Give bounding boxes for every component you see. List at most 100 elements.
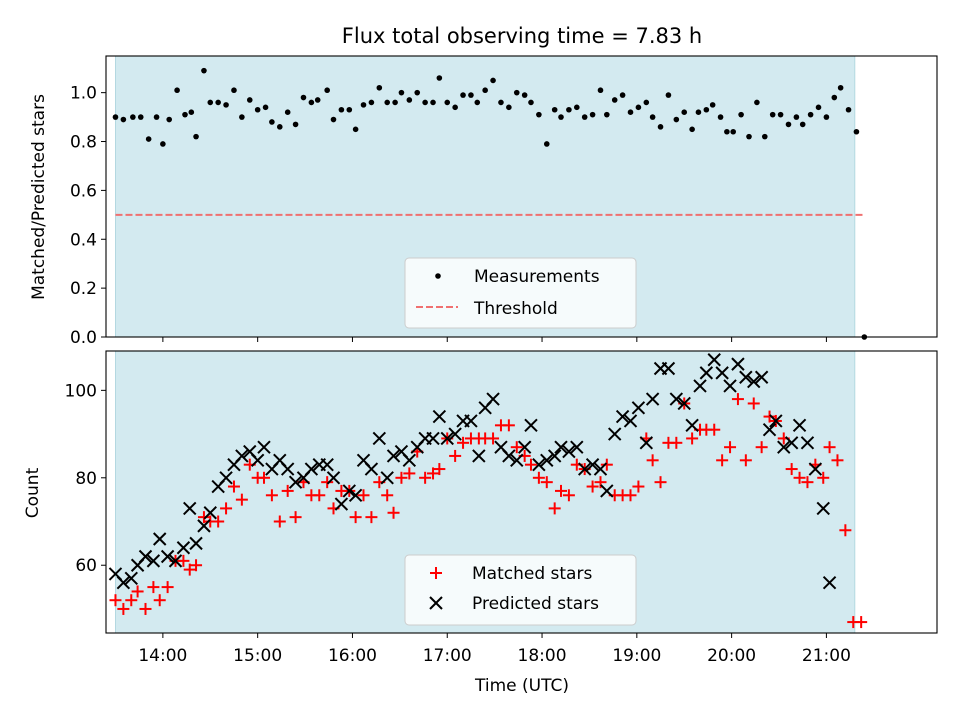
matched-star-point <box>109 594 122 607</box>
measurement-point <box>589 111 596 118</box>
measurement-point <box>490 77 496 84</box>
matched-star-point <box>131 585 144 598</box>
measurement-point <box>330 116 337 123</box>
predicted-star-point <box>547 449 562 463</box>
matched-star-point <box>161 581 174 594</box>
matched-star-point <box>190 559 203 572</box>
predicted-star-point <box>160 549 175 564</box>
predicted-star-point <box>326 471 341 485</box>
matched-star-point <box>273 515 286 528</box>
ratio-panel-frame <box>105 55 938 338</box>
x-tick-label: 20:00 <box>707 646 756 666</box>
matched-star-point <box>281 484 294 497</box>
matched-star-point <box>524 458 537 471</box>
predicted-star-point <box>189 536 203 551</box>
measurement-point <box>573 104 580 111</box>
measurement-point <box>398 89 405 96</box>
ratio-y-tick-label: 0.6 <box>70 181 97 201</box>
predicted-star-point <box>631 401 646 415</box>
measurement-point <box>284 109 291 115</box>
measurement-point <box>506 104 512 111</box>
measurement-point <box>521 92 528 98</box>
measurement-point <box>314 97 321 103</box>
matched-star-point <box>125 594 138 607</box>
matched-star-point <box>153 594 166 607</box>
measurement-point <box>262 104 269 111</box>
measurement-point <box>384 99 391 106</box>
measurement-point <box>223 102 229 108</box>
ratio-y-label: Matched/Predicted stars <box>29 94 49 300</box>
matched-star-point <box>395 471 408 484</box>
predicted-star-point <box>707 353 721 367</box>
measurement-point <box>635 104 642 111</box>
matched-star-point <box>724 441 737 454</box>
measurement-point <box>823 114 830 120</box>
measurement-point <box>703 106 710 113</box>
measurement-point <box>308 99 315 106</box>
measurement-point <box>414 89 421 96</box>
measurement-point <box>376 84 383 91</box>
predicted-star-point <box>138 549 153 564</box>
predicted-star-point <box>348 488 363 502</box>
measurement-point <box>276 124 283 130</box>
matched-star-point <box>139 602 152 615</box>
ratio-y-tick-label: 0.4 <box>70 230 97 250</box>
measurement-point <box>112 114 119 120</box>
matched-star-point <box>510 441 523 454</box>
measurement-point <box>360 102 367 108</box>
matched-star-point <box>708 423 721 436</box>
matched-star-point <box>548 502 561 515</box>
predicted-star-point <box>334 497 349 511</box>
matched-star-point <box>686 432 699 445</box>
measurement-point <box>689 126 695 133</box>
measurement-point <box>145 136 152 142</box>
predicted-star-point <box>532 457 546 472</box>
measurement-point <box>551 106 558 113</box>
predicted-star-point <box>747 374 761 389</box>
predicted-star-point <box>570 440 584 454</box>
measurement-point <box>368 99 375 106</box>
predicted-star-point <box>769 414 783 428</box>
measurement-point <box>769 111 776 118</box>
matched-star-point <box>562 489 575 502</box>
matched-star-point <box>419 471 432 484</box>
x-tick-label: 18:00 <box>518 646 567 666</box>
measurement-point <box>246 97 253 103</box>
matched-star-point <box>785 463 798 476</box>
legend-threshold-label: Threshold <box>473 299 558 319</box>
measurement-point <box>761 133 768 140</box>
ratio-y-tick-label: 1.0 <box>70 84 97 104</box>
predicted-star-point <box>219 471 233 485</box>
measurement-point <box>649 114 656 120</box>
matched-star-point <box>624 489 637 502</box>
measurement-point <box>695 109 702 115</box>
matched-star-point <box>554 484 567 497</box>
matched-star-point <box>457 436 470 449</box>
measurement-point <box>681 109 688 115</box>
predicted-star-point <box>372 431 387 446</box>
predicted-star-point <box>440 431 454 446</box>
measurement-point <box>254 106 261 113</box>
predicted-star-point <box>146 554 161 568</box>
matched-star-point <box>235 493 248 506</box>
predicted-star-point <box>304 462 319 476</box>
matched-star-point <box>855 616 868 629</box>
measurement-point <box>604 111 610 118</box>
predicted-star-point <box>203 506 217 520</box>
matched-star-point <box>387 506 400 519</box>
measurement-point <box>837 84 844 91</box>
legend-matched-marker <box>430 567 442 579</box>
measurement-point <box>231 87 237 94</box>
predicted-star-point <box>715 366 729 380</box>
x-tick-label: 16:00 <box>328 646 377 666</box>
measurement-point <box>543 141 550 147</box>
measurement-point <box>657 124 664 130</box>
matched-star-point <box>357 489 370 502</box>
measurement-point <box>392 99 398 106</box>
matched-star-point <box>747 397 760 410</box>
measurement-point <box>627 109 634 115</box>
matched-star-point <box>646 454 659 467</box>
predicted-star-point <box>280 462 295 476</box>
measurement-point <box>815 104 822 111</box>
